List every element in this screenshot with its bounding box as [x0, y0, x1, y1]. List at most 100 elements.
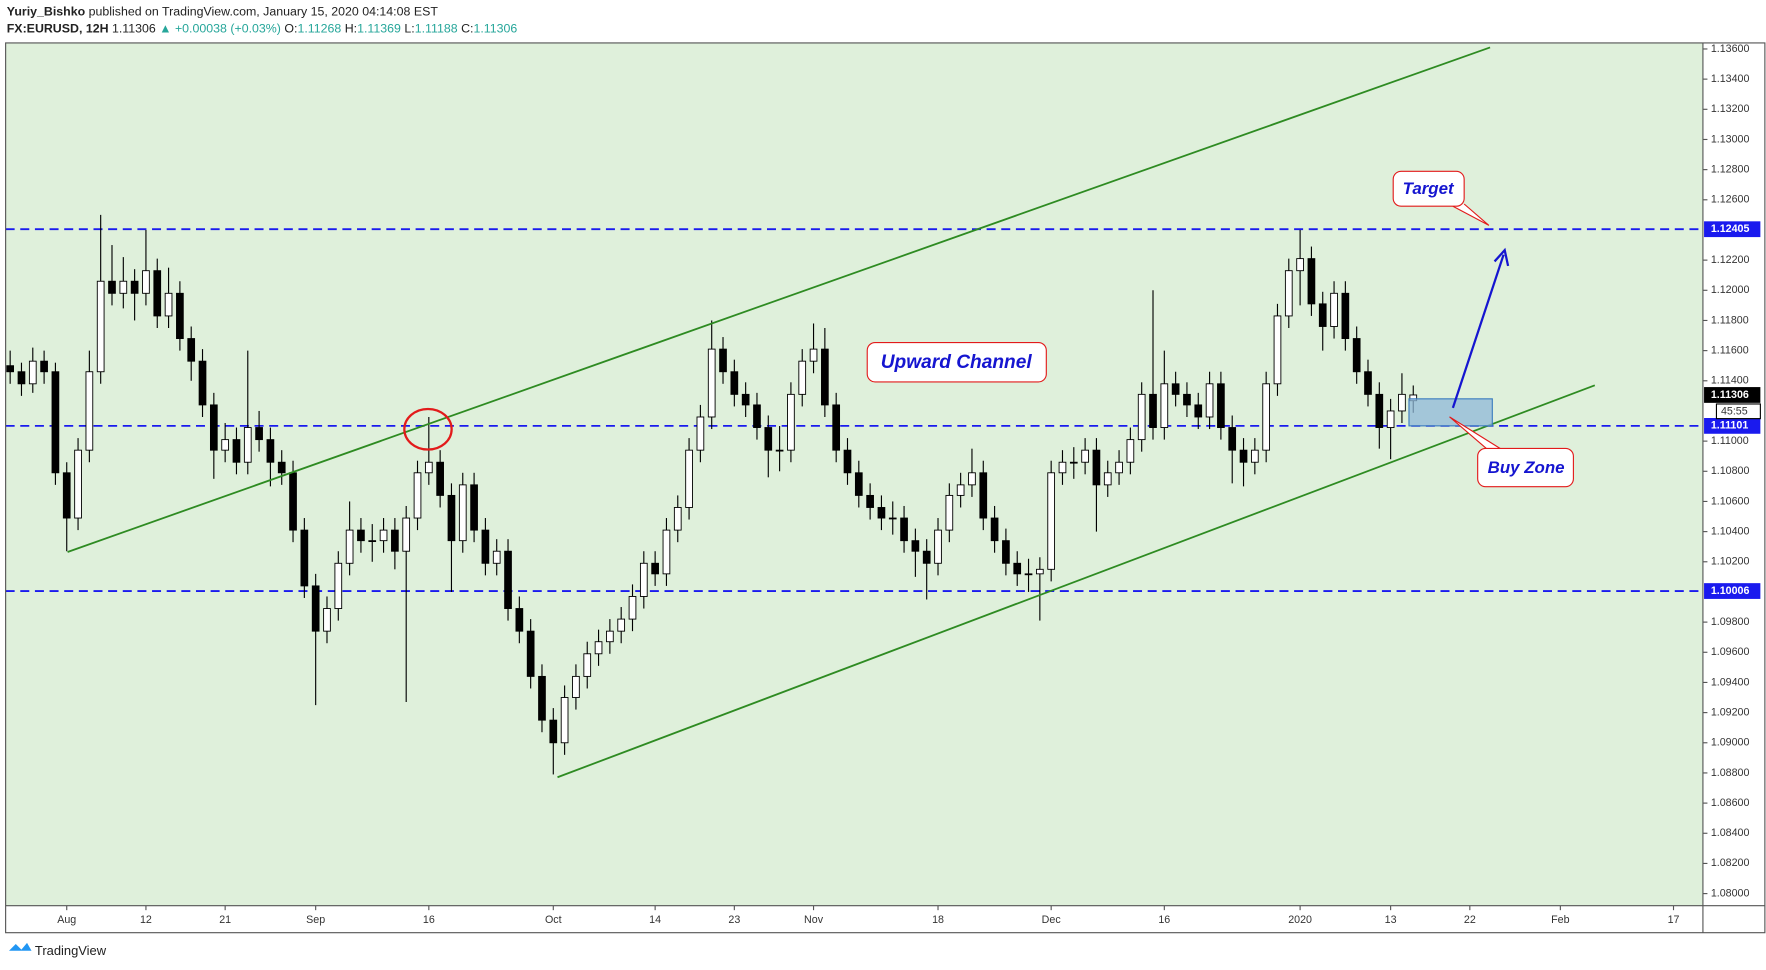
candle-body — [1250, 449, 1259, 463]
candle-body — [685, 449, 693, 508]
candle-body — [1228, 427, 1237, 451]
countdown-tag — [1715, 403, 1761, 420]
y-tick-label: 1.10600 — [1711, 495, 1750, 507]
candle-body — [74, 449, 82, 519]
buy-zone-box — [1408, 398, 1493, 427]
close-value: 1.11306 — [473, 22, 517, 36]
y-tick-label: 1.08800 — [1711, 767, 1750, 779]
candle-body — [843, 449, 852, 474]
level-tag-label: 1.12405 — [1711, 223, 1750, 235]
candle-body — [1137, 393, 1146, 441]
y-tick-label: 1.09800 — [1711, 616, 1750, 628]
candle-body — [538, 675, 546, 721]
candle-body — [232, 439, 241, 463]
candle-body — [164, 292, 173, 317]
candle-body — [130, 280, 139, 294]
candle-body — [1024, 573, 1033, 576]
candle-body — [255, 427, 263, 441]
candle-body — [424, 461, 433, 474]
candle-body — [492, 550, 501, 564]
candle-body — [1341, 292, 1350, 340]
candle-body — [1375, 393, 1384, 428]
candle-body — [888, 517, 897, 520]
candle-body — [447, 494, 456, 542]
candle-body — [787, 393, 795, 451]
candle-body — [741, 393, 750, 406]
candle-body — [323, 608, 331, 632]
candle-body — [956, 484, 965, 496]
y-tick-label: 1.09000 — [1711, 737, 1750, 749]
high-value: 1.11369 — [357, 22, 401, 36]
candle-body — [707, 348, 716, 418]
level-tag — [1704, 418, 1761, 434]
target-label: Target — [1403, 179, 1455, 198]
candle-body — [1115, 461, 1123, 474]
candle-body — [413, 472, 422, 519]
candle-body — [221, 439, 229, 451]
price-tag-label: 1.11306 — [1711, 389, 1749, 401]
y-tick-label: 1.13000 — [1711, 133, 1750, 145]
candle-body — [594, 641, 603, 655]
arrow-head — [1493, 247, 1510, 267]
candle-body — [334, 562, 343, 609]
candle-body — [617, 618, 626, 632]
candle-body — [560, 697, 569, 744]
price-tags: 1.13600 1.13400 1.13200 1.13000 1.12800 1.126… — [57, 43, 1761, 926]
candle-body — [504, 550, 512, 609]
y-tick-label: 1.08200 — [1711, 857, 1750, 869]
candle-body — [1183, 393, 1191, 406]
channel-label: Upward Channel — [881, 352, 1033, 373]
candle-body — [28, 360, 37, 385]
candle-body — [345, 529, 354, 564]
low-label: L: — [404, 22, 414, 36]
x-tick-label: 14 — [649, 914, 661, 926]
y-tick-label: 1.11000 — [1711, 435, 1749, 447]
candle-body — [1352, 338, 1361, 373]
y-tick-label: 1.11800 — [1711, 314, 1749, 326]
candle-body — [854, 472, 863, 496]
candle-body — [821, 348, 829, 406]
candle-body — [606, 630, 614, 643]
channel-lower — [557, 384, 1596, 779]
x-tick-label: 13 — [1385, 914, 1397, 926]
candle-body — [1103, 472, 1112, 486]
change: ▲ +0.00038 (+0.03%) — [159, 22, 281, 36]
candle-body — [662, 529, 671, 575]
open-value: 1.11268 — [297, 22, 341, 36]
branding: TradingView — [35, 943, 107, 958]
candle-body — [877, 507, 886, 519]
y-tick-label: 1.10200 — [1711, 556, 1750, 568]
frame — [5, 42, 1766, 934]
y-tick-label: 1.13400 — [1711, 73, 1750, 85]
y-tick-label: 1.13200 — [1711, 103, 1750, 115]
callout-box — [866, 341, 1047, 383]
candle-body — [809, 348, 818, 362]
level-tag-label: 1.11101 — [1711, 420, 1749, 432]
candle-body — [730, 371, 739, 395]
x-tick-label: 23 — [728, 914, 740, 926]
candle-body — [1069, 461, 1078, 464]
candle-body — [934, 529, 942, 564]
candle-body — [1194, 404, 1203, 418]
candle-body — [1330, 292, 1338, 327]
candle-body — [1386, 410, 1395, 428]
author: Yuriy_Bishko — [7, 5, 86, 19]
candle-body — [753, 404, 761, 428]
y-tick-label: 1.12600 — [1711, 194, 1750, 206]
candle-body — [243, 427, 252, 463]
candle-body — [696, 416, 705, 451]
published: published on TradingView.com, January 15… — [89, 5, 439, 19]
header-quote: FX:EURUSD, 12H 1.11306 ▲ +0.00038 (+0.03… — [7, 22, 518, 36]
x-tick-label: 21 — [219, 914, 231, 926]
x-tick-label: Nov — [804, 914, 824, 926]
candle-body — [1262, 383, 1271, 451]
y-tick-label: 1.09200 — [1711, 706, 1750, 718]
candle-body — [40, 360, 48, 373]
candle-body — [1273, 315, 1282, 385]
candle-body — [187, 338, 196, 362]
x-tick-label: Dec — [1042, 914, 1062, 926]
candle-body — [1092, 449, 1101, 486]
symbol: FX:EURUSD, 12H — [7, 22, 109, 36]
candle-body — [1364, 371, 1372, 395]
